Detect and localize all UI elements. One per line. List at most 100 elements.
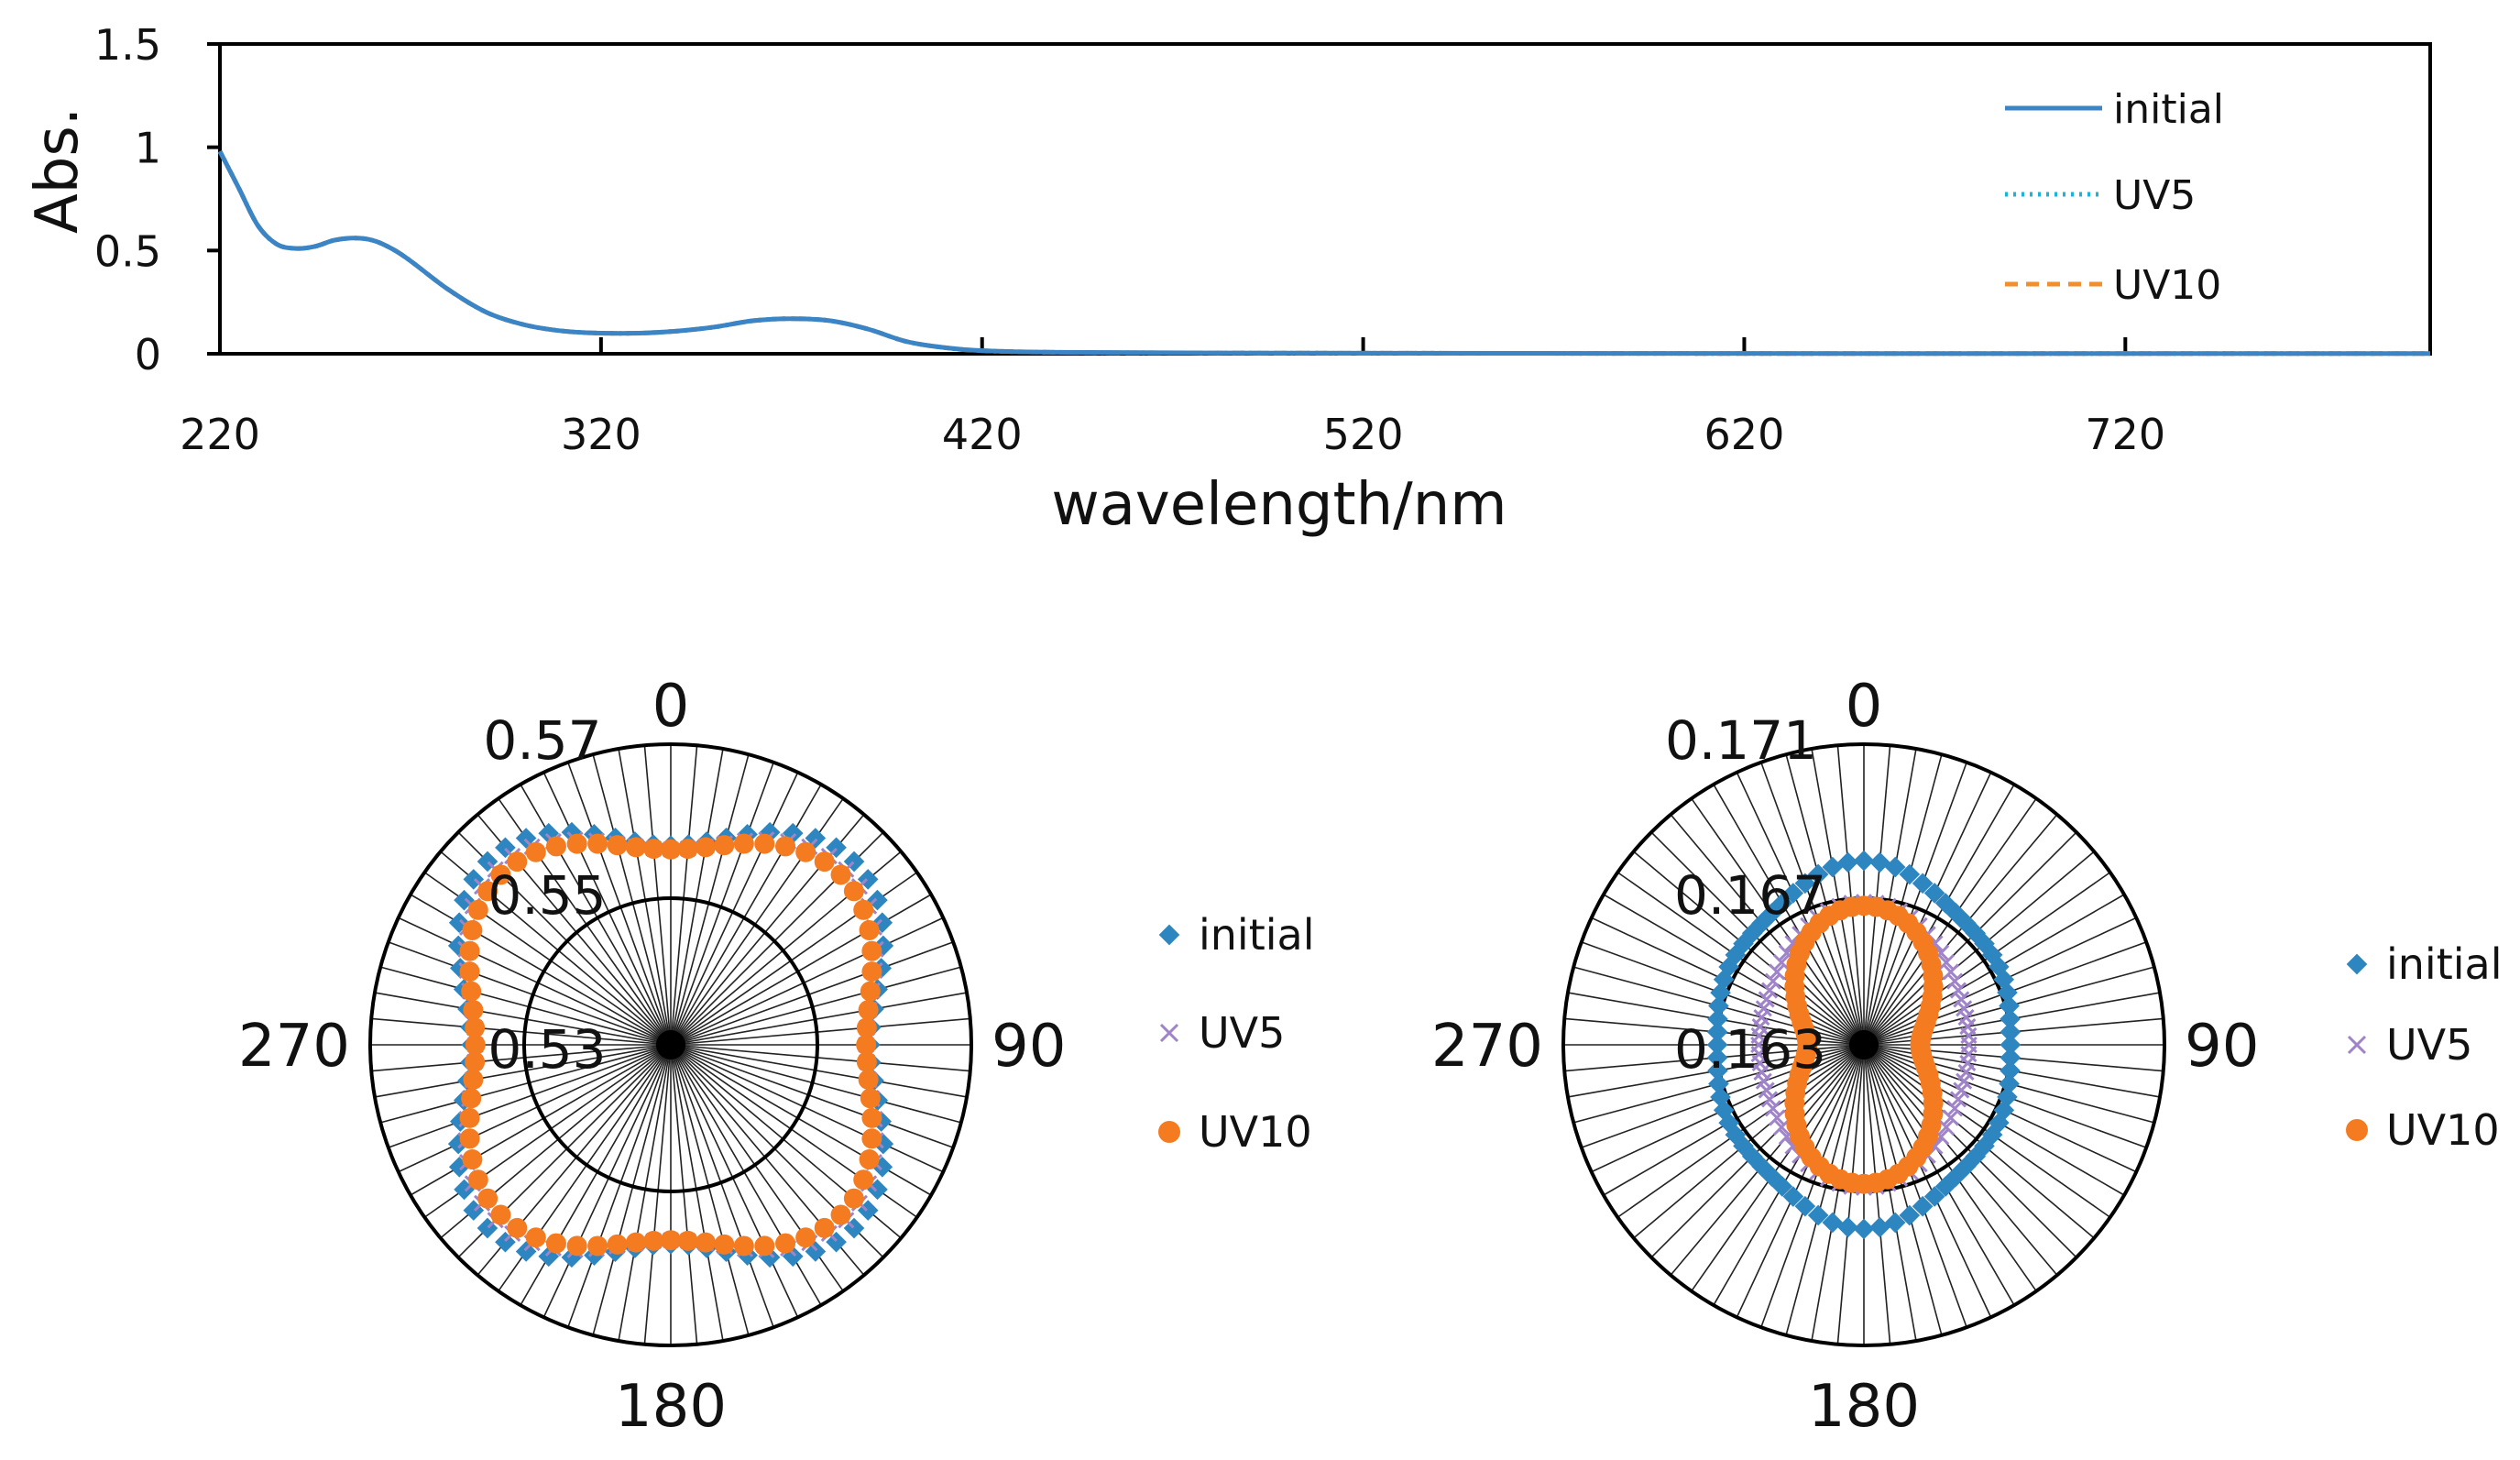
polar-spoke	[1863, 797, 2037, 1046]
data-point-initial	[1869, 1216, 1890, 1238]
data-point-uv10	[566, 833, 587, 854]
data-point-uv5	[1764, 972, 1781, 990]
data-point-initial	[2000, 1047, 2021, 1069]
data-point-uv10	[814, 851, 835, 873]
data-point-uv10	[607, 1234, 628, 1255]
polar-spoke	[1863, 831, 2077, 1046]
data-point-uv10	[643, 839, 664, 860]
polar-spoke	[1863, 753, 1943, 1046]
polar-spoke	[388, 941, 672, 1046]
polar-spoke	[542, 772, 672, 1046]
polar-spoke	[1760, 762, 1865, 1046]
data-point-uv10	[775, 836, 796, 857]
y-tick-label: 1	[135, 124, 161, 173]
polar-spoke	[643, 1044, 672, 1345]
data-point-uv10	[795, 1227, 816, 1248]
polar-spoke	[1650, 831, 1865, 1046]
data-point-uv10	[465, 1051, 486, 1072]
polar-spoke	[618, 748, 672, 1046]
data-point-uv10	[587, 1235, 608, 1257]
data-point-uv10	[463, 1070, 484, 1091]
data-point-uv5	[1942, 1109, 1959, 1126]
data-point-uv5	[1773, 954, 1791, 972]
polar-spoke	[398, 1044, 672, 1173]
polar-gridcircle-outer	[368, 742, 973, 1347]
data-point-uv10	[507, 1217, 528, 1238]
polar-spoke	[1713, 1044, 1865, 1306]
data-point-uv10	[861, 940, 882, 961]
polar-spoke	[1863, 1044, 2037, 1292]
polar-spoke	[1863, 762, 1967, 1046]
data-point-uv5	[1942, 963, 1959, 981]
angle-label-90: 90	[992, 1013, 1066, 1081]
series-line-initial	[217, 150, 2430, 357]
polar-spoke	[670, 917, 944, 1046]
polar-spoke	[1760, 1044, 1865, 1328]
polar-spoke	[670, 745, 698, 1046]
polar-spoke	[1785, 1044, 1865, 1336]
data-point-uv10	[775, 1233, 796, 1254]
data-point-uv10	[814, 1217, 835, 1238]
data-point-initial	[1999, 1073, 2020, 1094]
data-point-uv10	[843, 1188, 864, 1209]
data-point-uv10	[625, 1232, 646, 1253]
data-point-uv10	[856, 1051, 877, 1072]
radial-tick-label: 0.55	[488, 864, 606, 927]
data-point-uv10	[625, 837, 646, 858]
polar-spoke	[670, 1044, 724, 1342]
polar-spoke	[592, 1044, 672, 1336]
data-point-initial	[1708, 995, 1729, 1016]
legend-marker-initial	[1158, 924, 1180, 946]
y-axis-label: Abs.	[24, 107, 92, 234]
data-point-uv10	[714, 835, 735, 856]
polar-gridcircle-outer	[1561, 742, 2166, 1347]
polar-spoke	[1863, 814, 2058, 1046]
data-point-uv10	[856, 1035, 877, 1055]
data-point-uv10	[459, 940, 480, 961]
polar-spoke	[1713, 784, 1865, 1046]
data-point-uv10	[465, 1017, 486, 1038]
data-point-uv5	[1758, 991, 1775, 1008]
polar-spoke	[567, 762, 672, 1046]
data-point-uv10	[587, 833, 608, 854]
legend-marker-initial	[2346, 953, 2368, 975]
polar-spoke	[670, 772, 799, 1046]
data-point-uv10	[525, 841, 546, 862]
polar-spoke	[542, 1044, 672, 1318]
data-point-initial	[2000, 1034, 2021, 1056]
polar-spoke	[1836, 1044, 1865, 1345]
data-point-uv5	[1760, 982, 1779, 999]
legend-marker-uv10	[2346, 1119, 2368, 1141]
data-point-uv5	[1769, 963, 1786, 981]
data-point-uv5	[1949, 982, 1967, 999]
legend-label: UV10	[2386, 1105, 2500, 1155]
polar-spoke	[1863, 1044, 2077, 1258]
polar-spoke	[388, 1044, 672, 1148]
series-line-uv5	[217, 150, 2430, 357]
legend-label: UV5	[2386, 1020, 2472, 1070]
data-point-uv10	[733, 1235, 754, 1257]
polar-spoke	[670, 992, 968, 1046]
polar-spoke	[1691, 797, 1865, 1046]
polar-spoke	[1863, 1044, 1891, 1345]
data-point-initial	[1706, 1034, 1728, 1056]
data-point-uv10	[477, 1188, 499, 1209]
data-point-uv10	[461, 981, 482, 1002]
y-tick-label: 1.5	[94, 20, 161, 70]
data-point-uv10	[461, 1088, 482, 1109]
data-point-initial	[1706, 1047, 1728, 1069]
data-point-uv5	[1773, 1118, 1791, 1136]
legend-marker-uv5	[1159, 1023, 1179, 1043]
polar-spoke	[643, 745, 672, 1046]
y-tick-label: 0.5	[94, 226, 161, 276]
polar-spoke	[670, 753, 750, 1046]
data-point-initial	[1782, 1186, 1804, 1207]
data-point-uv10	[754, 1235, 775, 1257]
polar-center	[656, 1030, 685, 1059]
legend-marker-uv5	[2347, 1035, 2367, 1055]
data-point-uv10	[525, 1227, 546, 1248]
polar-chart-left: 0 90 180 270 0.53 0.55 0.57 initial UV5 UV10	[238, 673, 1315, 1441]
polar-spoke	[1863, 1044, 2015, 1306]
y-tick-label: 0	[135, 330, 161, 379]
